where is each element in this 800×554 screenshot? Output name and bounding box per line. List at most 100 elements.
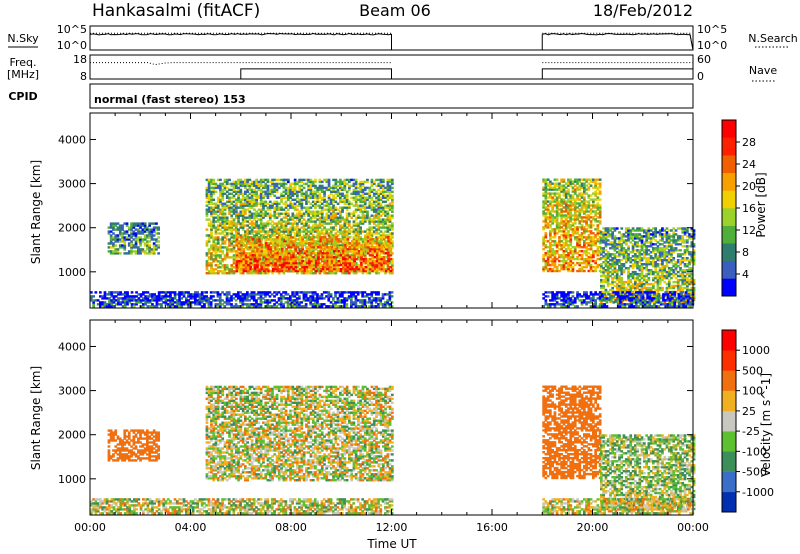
- echo-cell: [282, 244, 286, 247]
- echo-cell: [284, 260, 288, 263]
- echo-cell: [296, 192, 299, 195]
- echo-cell: [339, 178, 342, 182]
- echo-cell: [596, 228, 600, 231]
- echo-cell: [266, 188, 270, 192]
- echo-cell: [205, 228, 209, 231]
- echo-cell: [296, 214, 299, 217]
- echo-cell: [555, 244, 559, 247]
- echo-cell: [225, 216, 229, 219]
- echo-cell: [305, 228, 308, 231]
- echo-cell: [207, 206, 211, 209]
- echo-cell: [242, 236, 246, 239]
- echo-cell: [148, 240, 151, 243]
- echo-cell: [332, 198, 335, 201]
- echo-cell: [266, 268, 270, 271]
- echo-cell: [363, 254, 367, 257]
- echo-cell: [219, 248, 222, 251]
- echo-cell: [323, 252, 327, 255]
- echo-cell: [216, 220, 220, 223]
- echo-cell: [330, 259, 334, 263]
- echo-cell: [277, 186, 281, 190]
- echo-cell: [130, 250, 133, 253]
- echo-cell: [589, 224, 593, 227]
- echo-cell: [244, 186, 247, 190]
- echo-cell: [259, 216, 263, 219]
- echo-cell: [609, 241, 612, 244]
- echo-cell: [624, 229, 628, 232]
- echo-cell: [207, 236, 211, 239]
- echo-cell: [613, 247, 617, 250]
- echo-cell: [606, 239, 610, 242]
- echo-cell: [214, 254, 218, 257]
- echo-cell: [549, 232, 552, 235]
- echo-cell: [380, 263, 384, 267]
- echo-cell: [141, 228, 145, 231]
- echo-cell: [611, 235, 614, 238]
- echo-cell: [379, 214, 383, 217]
- echo-cell: [284, 228, 288, 231]
- echo-cell: [241, 272, 245, 275]
- echo-cell: [235, 267, 239, 271]
- echo-cell: [373, 242, 377, 245]
- echo-cell: [230, 272, 234, 275]
- echo-cell: [620, 243, 624, 246]
- echo-cell: [235, 242, 239, 245]
- echo-cell: [296, 208, 299, 211]
- echo-cell: [589, 178, 593, 181]
- echo-cell: [228, 222, 231, 225]
- echo-cell: [569, 200, 573, 203]
- echo-cell: [560, 265, 563, 269]
- echo-cell: [378, 265, 381, 269]
- echo-cell: [598, 220, 602, 223]
- echo-cell: [307, 178, 310, 182]
- echo-cell: [259, 180, 263, 184]
- echo-cell: [567, 244, 570, 247]
- echo-cell: [214, 182, 218, 186]
- echo-cell: [342, 269, 345, 273]
- echo-cell: [298, 234, 301, 237]
- echo-cell: [353, 242, 356, 245]
- echo-cell: [290, 250, 293, 253]
- echo-cell: [244, 232, 247, 235]
- echo-cell: [549, 202, 552, 205]
- echo-cell: [391, 196, 394, 199]
- echo-cell: [357, 263, 361, 267]
- echo-cell: [246, 272, 249, 275]
- echo-cell: [300, 198, 304, 201]
- echo-cell: [314, 252, 318, 255]
- echo-cell: [602, 286, 605, 290]
- echo-cell: [385, 248, 388, 251]
- echo-cell: [350, 202, 353, 205]
- echo-cell: [216, 248, 220, 251]
- echo-cell: [336, 256, 340, 259]
- echo-cell: [314, 196, 317, 199]
- echo-cell: [564, 206, 568, 209]
- echo-cell: [594, 265, 597, 269]
- echo-cell: [354, 184, 358, 188]
- echo-cell: [544, 226, 548, 229]
- echo-cell: [305, 272, 308, 275]
- echo-cell: [137, 238, 140, 241]
- echo-cell: [277, 254, 281, 257]
- echo-cell: [137, 230, 140, 233]
- echo-cell: [307, 210, 310, 213]
- echo-cell: [329, 230, 333, 233]
- echo-cell: [341, 188, 344, 192]
- echo-cell: [210, 212, 213, 215]
- echo-cell: [287, 196, 290, 199]
- echo-cell: [363, 204, 367, 207]
- echo-cell: [255, 200, 258, 203]
- echo-cell: [341, 272, 344, 275]
- echo-cell: [278, 238, 282, 241]
- echo-cell: [360, 255, 363, 259]
- echo-cell: [553, 255, 557, 259]
- echo-cell: [587, 257, 591, 261]
- echo-cell: [271, 263, 275, 267]
- echo-cell: [359, 210, 362, 213]
- echo-cell: [210, 248, 213, 251]
- echo-cell: [321, 255, 325, 259]
- echo-cell: [564, 244, 568, 247]
- echo-cell: [221, 182, 225, 186]
- echo-cell: [361, 244, 365, 247]
- echo-cell: [316, 234, 320, 237]
